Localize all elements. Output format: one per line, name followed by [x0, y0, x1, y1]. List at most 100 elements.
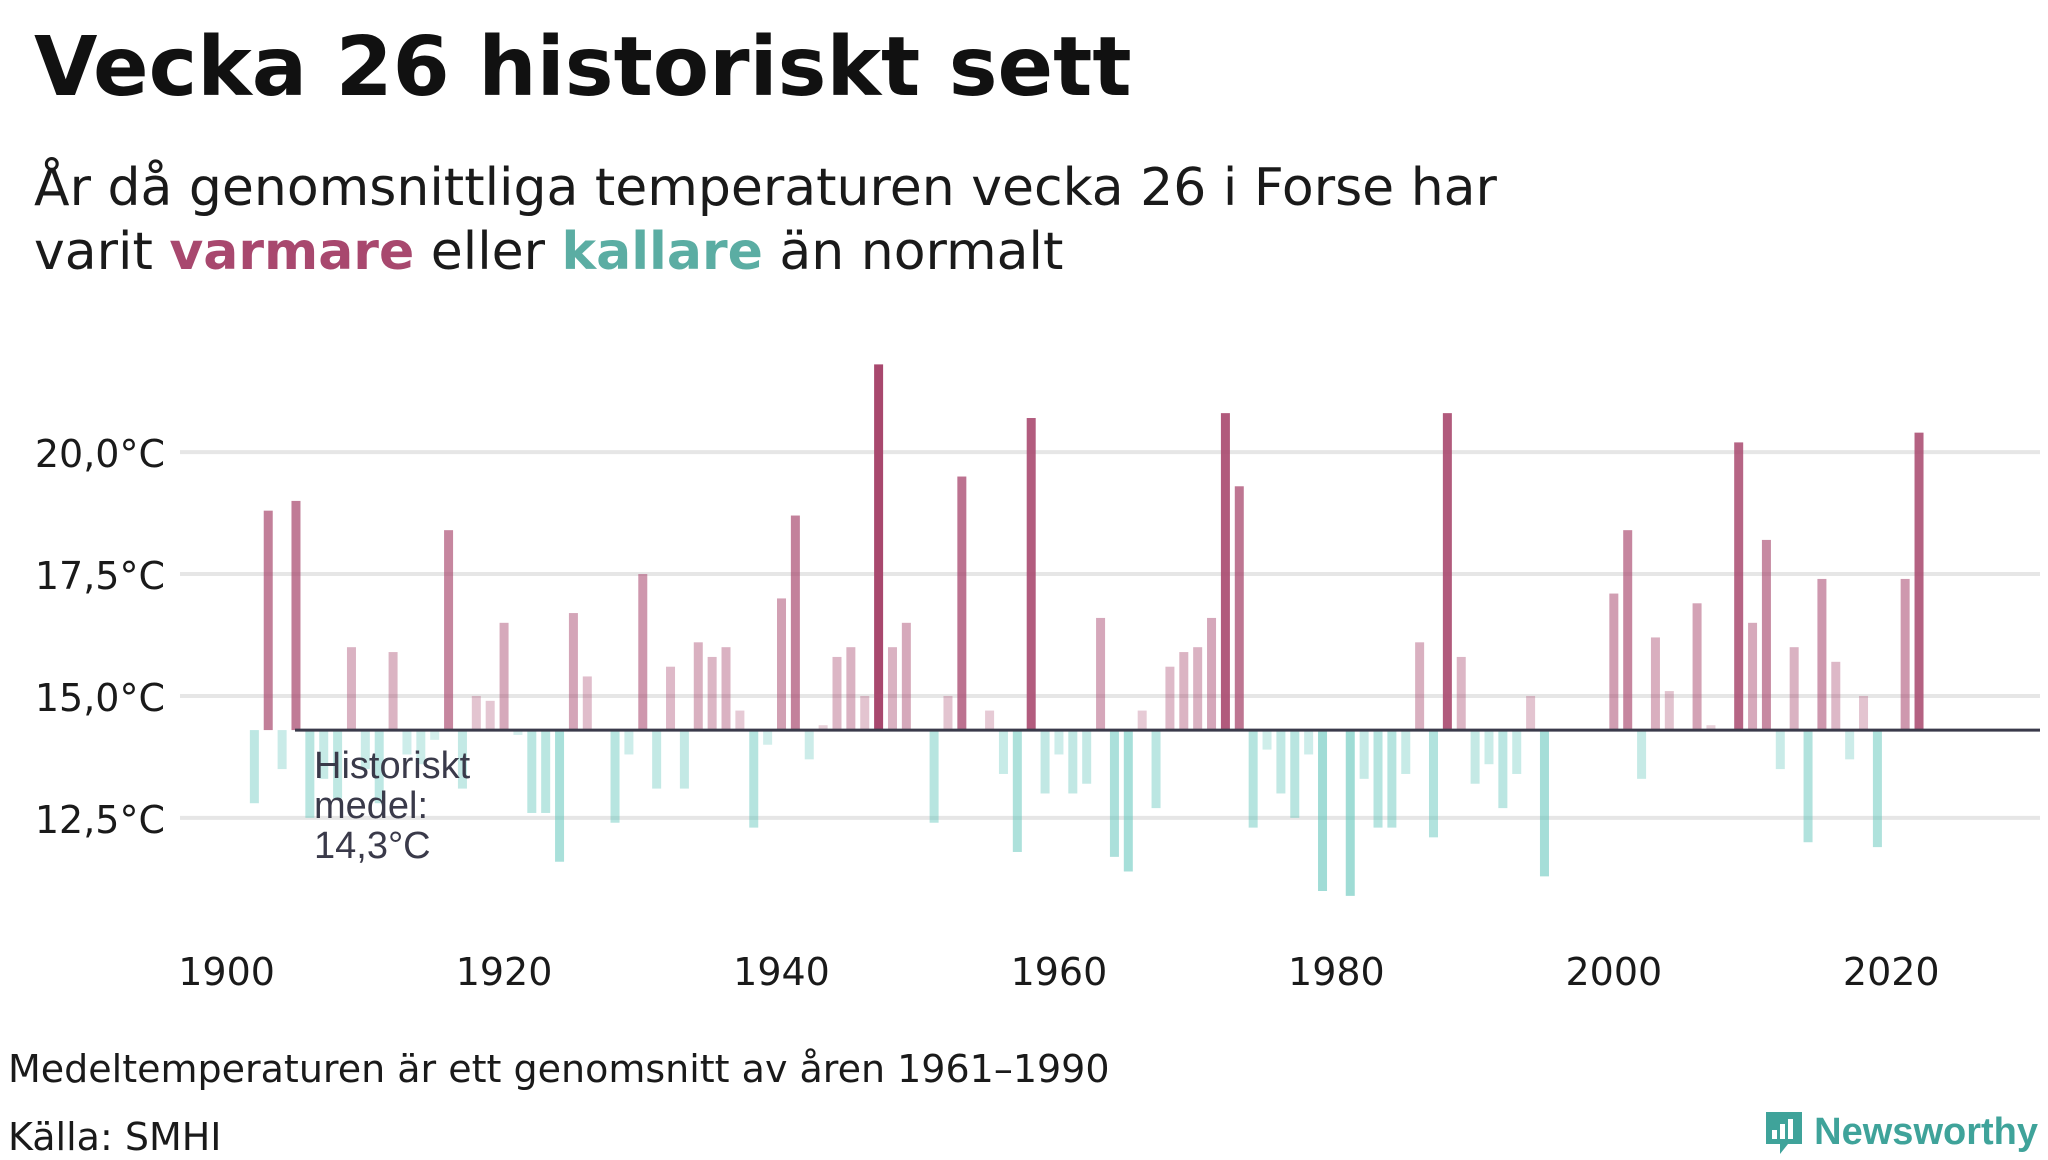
warm-bar: [874, 364, 884, 731]
warm-bar: [1664, 691, 1674, 731]
cold-bar: [1068, 730, 1078, 794]
cold-bar: [679, 730, 689, 789]
warm-bar: [1442, 413, 1452, 731]
warm-bar: [1179, 652, 1189, 731]
warm-bar: [582, 676, 592, 731]
cold-bar: [1304, 730, 1314, 755]
warm-bar: [790, 515, 800, 731]
warm-keyword: varmare: [169, 222, 415, 282]
warm-bar: [846, 647, 856, 731]
cold-bar: [1373, 730, 1383, 828]
baseline-annotation: Historiskt medel: 14,3°C: [314, 745, 471, 867]
warm-bar: [901, 622, 911, 731]
cold-bar: [374, 730, 384, 804]
page-title: Vecka 26 historiskt sett: [34, 20, 1132, 115]
warm-bar: [1207, 617, 1217, 731]
subtitle-suffix: än normalt: [762, 222, 1064, 282]
x-tick-label: 1920: [456, 950, 553, 994]
warm-bar: [1415, 642, 1425, 731]
cold-bar: [1276, 730, 1286, 794]
cold-bar: [249, 730, 259, 804]
cold-bar: [1123, 730, 1133, 872]
warm-bar: [1817, 578, 1827, 731]
cold-bar: [1484, 730, 1494, 765]
warm-bar: [485, 700, 495, 731]
warm-bar: [985, 710, 995, 731]
warm-bar: [707, 656, 717, 731]
cold-bar: [1248, 730, 1258, 828]
brand-logo: Newsworthy: [1762, 1108, 2038, 1156]
cold-bar: [513, 730, 523, 735]
cold-bar: [360, 730, 370, 770]
cold-bar: [555, 730, 565, 862]
newsworthy-logo-icon: [1766, 1112, 1803, 1154]
cold-bar: [804, 730, 814, 760]
warm-bar: [444, 530, 454, 731]
warm-bar: [777, 598, 787, 731]
warm-bar: [1234, 486, 1244, 731]
warm-bar: [1734, 442, 1744, 731]
warm-bar: [1900, 578, 1910, 731]
warm-bar: [1914, 432, 1924, 731]
cold-bar: [1262, 730, 1272, 750]
cold-bar: [305, 730, 315, 818]
warm-bar: [735, 710, 745, 731]
cold-bar: [1290, 730, 1300, 818]
cold-bar: [652, 730, 662, 789]
cold-bar: [763, 730, 773, 745]
cold-bar: [1040, 730, 1050, 794]
cold-bar: [1539, 730, 1549, 877]
chart-footnote: Medeltemperaturen är ett genomsnitt av å…: [8, 1047, 1110, 1091]
cold-bar: [402, 730, 412, 755]
warm-bar: [263, 510, 273, 731]
warm-bar: [499, 622, 509, 731]
subtitle-prefix: varit: [34, 222, 170, 282]
warm-bar: [693, 642, 703, 731]
cold-bar: [998, 730, 1008, 774]
warm-bar: [1831, 661, 1841, 731]
cold-bar: [416, 730, 426, 765]
warm-bar: [818, 725, 828, 731]
warm-bar: [1609, 593, 1619, 731]
y-tick-label: 15,0°C: [35, 676, 165, 720]
cold-bar: [1872, 730, 1882, 848]
cold-bar: [1498, 730, 1508, 809]
cold-bar: [749, 730, 759, 828]
warm-bar: [1137, 710, 1147, 731]
cold-bar: [457, 730, 467, 789]
cold-bar: [1109, 730, 1119, 857]
warm-bar: [1456, 656, 1466, 731]
x-tick-label: 1960: [1011, 950, 1108, 994]
warm-bar: [832, 656, 842, 731]
warm-bar: [1026, 418, 1036, 731]
cold-keyword: kallare: [561, 222, 763, 282]
warm-bar: [1692, 603, 1702, 731]
x-tick-label: 1980: [1288, 950, 1385, 994]
cold-bar: [430, 730, 440, 740]
warm-bar: [568, 613, 578, 731]
warm-bar: [1748, 622, 1758, 731]
cold-bar: [1387, 730, 1397, 828]
cold-bar: [1054, 730, 1064, 755]
cold-bar: [333, 730, 343, 799]
warm-bar: [721, 647, 731, 731]
cold-bar: [1428, 730, 1438, 838]
subtitle-line-1: År då genomsnittliga temperaturen vecka …: [34, 158, 1497, 218]
warm-bar: [1650, 637, 1660, 731]
warm-bar: [1706, 725, 1716, 731]
warm-bar: [943, 695, 953, 731]
warm-bar: [638, 574, 648, 731]
warm-bar: [1789, 647, 1799, 731]
brand-name: Newsworthy: [1814, 1110, 2038, 1153]
cold-bar: [1359, 730, 1369, 779]
baseline-annotation-line: Historiskt: [314, 745, 471, 787]
cold-bar: [527, 730, 537, 813]
cold-bar: [1803, 730, 1813, 843]
warm-bar: [1165, 666, 1175, 731]
x-tick-label: 1940: [733, 950, 830, 994]
cold-bar: [624, 730, 634, 755]
warm-bar: [346, 647, 356, 731]
warm-bar: [471, 695, 481, 731]
chart-subtitle: År då genomsnittliga temperaturen vecka …: [34, 156, 1497, 284]
